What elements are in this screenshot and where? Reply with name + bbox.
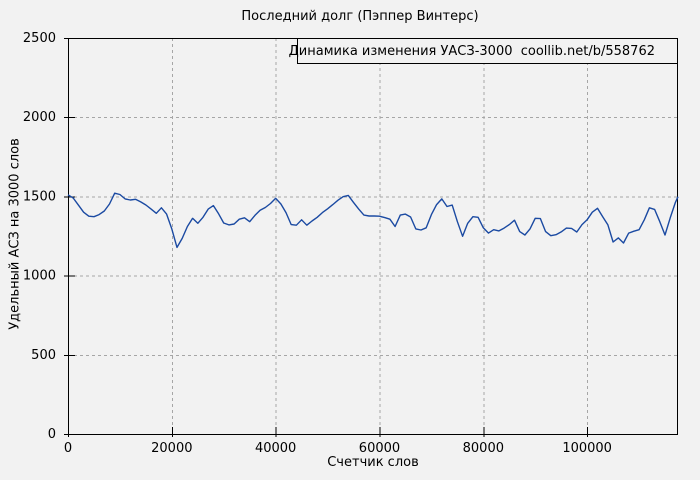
data-line bbox=[67, 192, 679, 249]
legend-box: Динамика изменения УАСЗ-3000 coollib.net… bbox=[289, 39, 677, 64]
x-axis-label: Счетчик слов bbox=[327, 455, 419, 470]
x-tick-label: 20000 bbox=[151, 441, 192, 456]
x-tick-label: 100000 bbox=[562, 441, 612, 456]
y-tick-label: 0 bbox=[48, 427, 56, 442]
legend-label: Динамика изменения УАСЗ-3000 coollib.net… bbox=[288, 43, 655, 59]
y-tick-label: 1500 bbox=[23, 189, 56, 204]
y-tick-label: 500 bbox=[31, 348, 56, 363]
y-tick-label: 2000 bbox=[23, 110, 56, 125]
x-tick-label: 80000 bbox=[463, 441, 504, 456]
y-tick-label: 2500 bbox=[23, 31, 56, 46]
x-tick-label: 60000 bbox=[359, 441, 400, 456]
y-tick-label: 1000 bbox=[23, 269, 56, 284]
x-tick-label: 0 bbox=[64, 441, 72, 456]
chart-title: Последний долг (Пэппер Винтерс) bbox=[241, 9, 479, 24]
x-tick-label: 40000 bbox=[255, 441, 296, 456]
plot-border bbox=[68, 38, 678, 435]
